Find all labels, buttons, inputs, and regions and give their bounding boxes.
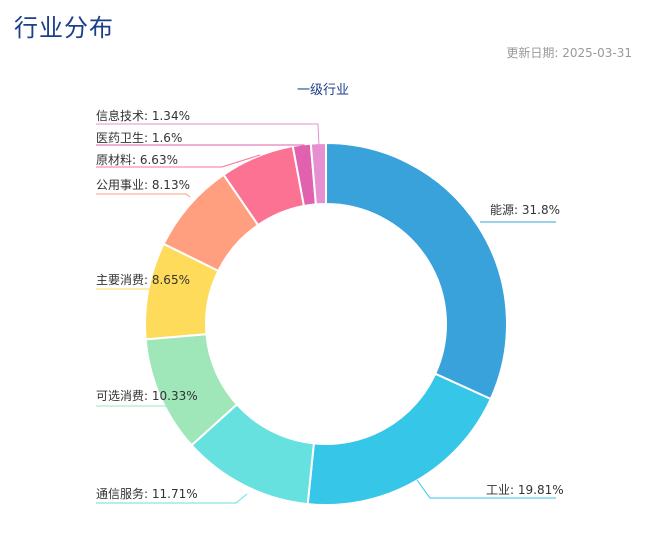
update-date-label: 更新日期:	[506, 46, 559, 60]
leader-line-8	[96, 144, 305, 147]
update-date-value: 2025-03-31	[562, 46, 632, 60]
slice-9[interactable]	[309, 141, 327, 206]
chart-title: 一级行业	[297, 83, 349, 98]
slice-label-7: 原材料: 6.63%	[96, 153, 178, 167]
leader-line-9	[96, 123, 320, 147]
donut-slices	[144, 141, 508, 506]
slice-label-9: 信息技术: 1.34%	[96, 108, 190, 123]
leader-line-5	[96, 280, 157, 290]
leader-line-7	[96, 154, 261, 168]
leader-line-4	[96, 397, 179, 407]
slice-label-6: 公用事业: 8.13%	[96, 178, 190, 192]
label-leader-lines	[96, 123, 556, 504]
slice-label-8: 医药卫生: 1.6%	[96, 131, 182, 145]
leader-line-6	[96, 193, 191, 198]
slice-2[interactable]	[306, 372, 493, 506]
slice-label-5: 主要消费: 8.65%	[96, 273, 190, 287]
slice-labels: 能源: 31.8% 工业: 19.81% 通信服务: 11.71% 可选消费: 10.…	[96, 108, 564, 501]
slice-label-2: 工业: 19.81%	[486, 483, 564, 497]
leader-line-3	[96, 493, 248, 504]
slice-label-1: 能源: 31.8%	[490, 203, 560, 217]
page-title: 行业分布	[14, 14, 114, 42]
update-date: 更新日期: 2025-03-31	[506, 44, 632, 61]
slice-1[interactable]	[325, 141, 508, 401]
slice-label-3: 通信服务: 11.71%	[96, 486, 198, 501]
leader-line-2	[416, 479, 556, 499]
slice-label-4: 可选消费: 10.33%	[96, 389, 198, 403]
